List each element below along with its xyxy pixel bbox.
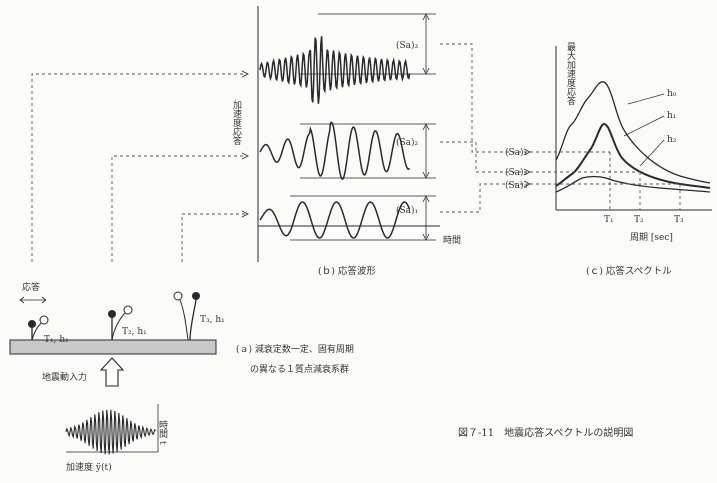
ground-motion-input: 地震動入力 時間 t 加速度 ÿ(t) (42, 357, 168, 473)
curve-label-h2: h₂ (667, 135, 677, 145)
spectrum-curve-h0 (555, 81, 711, 184)
b-caption: (ｂ) 応答波形 (318, 265, 376, 277)
response-waveforms-panel: 加速度応答 時間 (Sa)₃ (Sa)₂ (Sa)₁ (ｂ) 応答波形 (231, 6, 461, 277)
xtick-t3: T₃ (674, 215, 684, 225)
b-ylabel: 加速度応答 (231, 100, 242, 146)
figure-caption: 図７-11 地震応答スペクトルの説明図 (458, 426, 633, 439)
spectrum-curve-h2 (555, 175, 711, 193)
svg-text:T₁, h₁: T₁, h₁ (44, 335, 69, 345)
svg-text:(Sa)₂: (Sa)₂ (396, 137, 419, 148)
amplitude-marker-1: (Sa)₁ (290, 195, 436, 241)
spectrum-left-label-3: (Sa)₃ (505, 180, 528, 191)
svg-text:T₂, h₁: T₂, h₁ (122, 327, 147, 337)
c-caption: (ｃ) 応答スペクトル (586, 265, 672, 277)
a-caption-line1: (ａ) 減衰定数一定、固有周期 (236, 343, 354, 355)
amplitude-marker-3: (Sa)₃ (300, 13, 436, 75)
xtick-t2: T₂ (634, 215, 644, 225)
svg-text:(Sa)₃: (Sa)₃ (396, 40, 419, 51)
xtick-t1: T₁ (604, 215, 614, 225)
response-label: 応答 (22, 281, 40, 293)
input-arrow-icon (99, 357, 125, 387)
oscillator-panel: 応答 T₁, h₁ T₂, h₁ T₃, h₁ (ａ) 減衰定数一定、固有周期 … (9, 281, 354, 375)
c-ylabel: 最大加速度応答 (565, 42, 576, 106)
svg-text:(Sa)₁: (Sa)₁ (396, 205, 418, 216)
spectrum-curve-h1 (555, 122, 711, 189)
svg-text:T₃, h₁: T₃, h₁ (200, 315, 225, 325)
oscillator-1: T₁, h₁ (28, 315, 69, 345)
response-waveform-mid-freq (259, 121, 411, 181)
oscillator-3: T₃, h₁ (173, 291, 225, 341)
response-waveform-high-freq (259, 36, 411, 104)
c-xlabel: 周期 [sec] (630, 232, 673, 243)
curve-label-h1: h₁ (667, 111, 676, 121)
connector-arrows (31, 43, 531, 262)
a-caption-line2: の異なる１質点減衰系群 (250, 363, 349, 375)
time-label: 時間 t (157, 420, 168, 445)
input-accelerogram (65, 409, 157, 455)
spectrum-left-label-1: (Sa)₁ (505, 147, 527, 158)
response-spectrum-panel: 最大加速度応答 (Sa)₁ (Sa)₂ (Sa)₃ h₀ h₁ h₂ T₁ T₂… (505, 42, 712, 277)
accel-label: 加速度 ÿ(t) (66, 461, 112, 473)
response-waveform-low-freq (259, 201, 411, 239)
spectrum-left-label-2: (Sa)₂ (505, 167, 528, 178)
oscillator-2: T₂, h₁ (108, 305, 147, 341)
b-xlabel: 時間 (443, 235, 461, 246)
input-label: 地震動入力 (42, 371, 87, 383)
curve-label-h0: h₀ (667, 89, 677, 99)
ground-base (9, 339, 217, 355)
amplitude-marker-2: (Sa)₂ (300, 123, 436, 179)
